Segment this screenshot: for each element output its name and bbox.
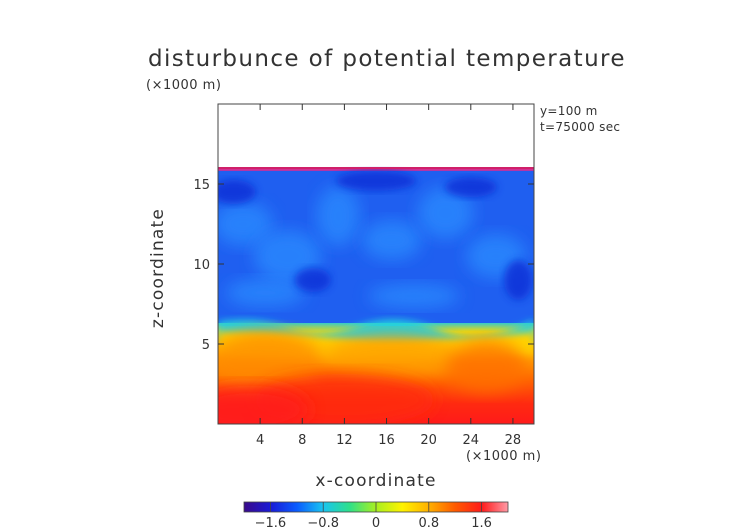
x-tick-label: 8 <box>298 433 306 448</box>
y-tick-label: 5 <box>202 338 210 353</box>
colorbar-label: −0.8 <box>307 516 339 531</box>
x-axis-title: x-coordinate <box>315 471 437 491</box>
colorbar-label: −1.6 <box>255 516 287 531</box>
x-tick-label: 24 <box>463 433 480 448</box>
swirl-3 <box>361 220 422 260</box>
x-axis-ticks: 4 8 12 16 20 24 28 <box>256 104 521 448</box>
annotation-y: y=100 m <box>540 104 598 118</box>
swirl-7 <box>367 284 460 308</box>
swirl-0 <box>218 202 274 246</box>
chart-title: disturbunce of potential temperature <box>148 46 626 72</box>
core-3 <box>294 268 331 292</box>
x-tick-label: 4 <box>256 433 264 448</box>
x-tick-label: 16 <box>378 433 395 448</box>
x-tick-label: 12 <box>336 433 353 448</box>
colorbar-label: 0 <box>372 516 380 531</box>
warm-blob-2 <box>446 340 527 393</box>
swirl-4 <box>417 186 474 239</box>
colorbar: −1.6 −0.8 0 0.8 1.6 <box>243 501 509 531</box>
y-tick-label: 15 <box>193 178 210 193</box>
core-2 <box>444 177 497 198</box>
swirl-2 <box>316 186 361 246</box>
temperature-field <box>218 167 534 424</box>
warm-blob-0 <box>218 331 326 392</box>
colorbar-label: 0.8 <box>418 516 439 531</box>
core-4 <box>504 260 533 300</box>
x-tick-label: 20 <box>420 433 437 448</box>
colorbar-label: 1.6 <box>471 516 492 531</box>
swirl-6 <box>225 278 306 307</box>
core-1 <box>336 170 416 191</box>
y-axis-unit: (×1000 m) <box>146 78 222 93</box>
core-0 <box>218 180 256 204</box>
x-tick-label: 28 <box>505 433 522 448</box>
warm-blob-1 <box>321 334 462 379</box>
warm-blob-4 <box>218 385 310 424</box>
annotation-time: t=75000 sec <box>540 120 621 134</box>
x-axis-unit: (×1000 m) <box>466 449 542 464</box>
y-axis-ticks: 5 10 15 <box>193 178 534 353</box>
y-tick-label: 10 <box>193 258 210 273</box>
swirl-1 <box>253 230 322 282</box>
